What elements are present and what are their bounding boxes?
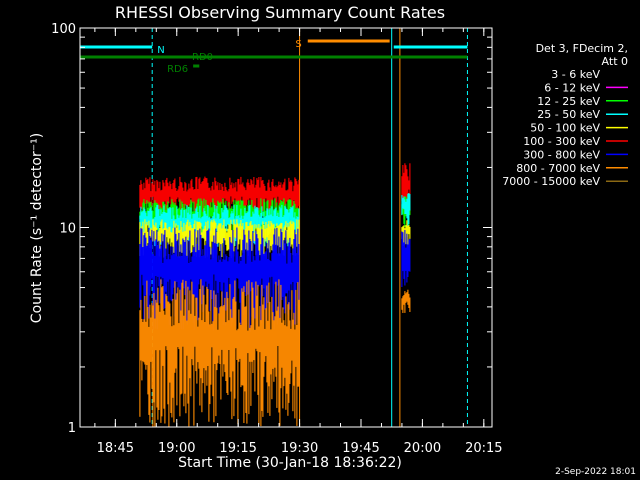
y-tick-label: 1 [68, 421, 76, 436]
legend-label: 3 - 6 keV [551, 68, 600, 81]
date-stamp: 2-Sep-2022 18:01 [555, 467, 636, 477]
flag-label: N [157, 45, 164, 56]
legend-label: 100 - 300 keV [523, 135, 600, 148]
plot-area: N S RD0 RD6 [79, 28, 468, 427]
legend-label: 50 - 100 keV [530, 122, 600, 135]
x-tick-label: 18:45 [97, 441, 134, 456]
x-tick-label: 19:30 [281, 441, 318, 456]
axes: 18:45 19:00 19:15 19:30 19:45 20:00 20:15 1 10 10… [51, 22, 502, 456]
legend-header: Det 3, FDecim 2, [536, 42, 628, 55]
flag-label: RD6 [167, 64, 188, 75]
flag-n: N [80, 45, 468, 56]
x-tick-label: 20:00 [404, 441, 441, 456]
flag-rd0: RD0 [80, 52, 468, 63]
legend-label: 7000 - 15000 keV [502, 175, 600, 188]
x-tick-label: 19:00 [158, 441, 195, 456]
legend-label: 6 - 12 keV [544, 81, 600, 94]
y-axis-label: Count Rate (s⁻¹ detector⁻¹) [29, 133, 45, 323]
legend-header: Att 0 [602, 55, 628, 68]
series-100-300-kev [139, 163, 411, 220]
flag-label: RD0 [192, 52, 213, 63]
y-tick-label: 10 [59, 222, 76, 237]
x-tick-label: 19:15 [219, 441, 256, 456]
x-tick-label: 19:45 [342, 441, 379, 456]
legend-label: 800 - 7000 keV [516, 162, 600, 175]
x-axis-label: Start Time (30-Jan-18 18:36:22) [178, 455, 402, 471]
legend-label: 25 - 50 keV [537, 108, 600, 121]
legend-label: 300 - 800 keV [523, 148, 600, 161]
flag-label: S [295, 39, 301, 50]
legend-label: 12 - 25 keV [537, 95, 600, 108]
flag-rd6: RD6 [167, 64, 200, 75]
y-tick-label: 100 [51, 22, 76, 37]
x-tick-label: 20:15 [465, 441, 502, 456]
chart-title: RHESSI Observing Summary Count Rates [115, 3, 445, 22]
flag-s: S [295, 39, 390, 50]
series-800-7000-kev [139, 279, 411, 427]
